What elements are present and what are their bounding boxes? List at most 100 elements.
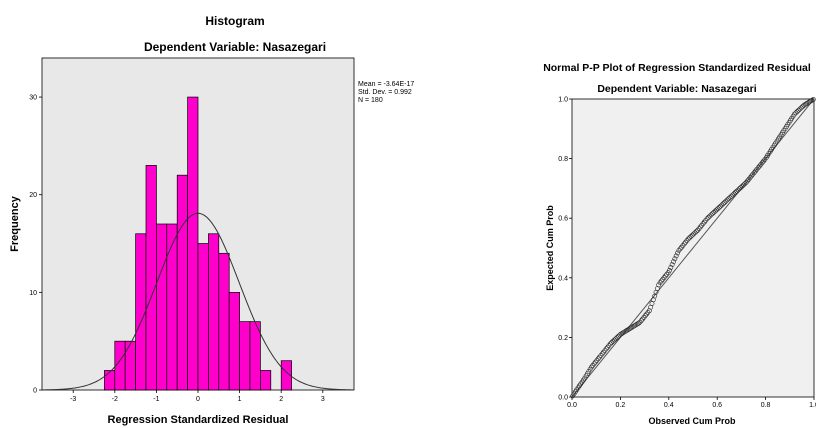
pp-point [599,351,605,357]
histogram-y-tick-label: 20 [29,192,37,199]
pp-point [754,166,760,172]
pp-point [601,349,606,355]
stats-mean: Mean = -3.64E-17 [358,81,414,88]
histogram-x-tick-label: 0 [196,396,200,403]
pp-point [593,359,598,365]
histogram-bar [124,340,136,391]
pp-point [695,227,701,233]
pp-point [747,175,753,181]
pp-point [589,364,594,370]
histogram-x-tick-label: -1 [153,396,159,403]
pp-point [594,358,600,363]
pp-point [757,163,762,169]
pp-point [700,221,706,227]
histogram-bar [218,252,230,391]
pp-point [796,107,801,113]
pp-point [711,209,717,215]
pp-point [611,337,617,343]
pp-point [632,323,637,329]
pp-point [664,271,670,277]
pp-point [804,101,810,106]
pp-point [742,181,748,187]
pp-point [629,324,635,330]
pp-point [761,158,766,164]
pp-point [620,330,625,336]
pp-point [609,340,615,345]
pp-point [628,325,633,331]
pp-point [642,313,648,319]
pp-point [759,160,765,166]
pp-point [638,318,644,324]
pp-point [730,192,736,198]
pp-point [699,222,705,228]
pp-point [637,319,643,325]
pp-x-tick-label: 0.0 [567,402,577,409]
pp-point [810,97,816,102]
pp-point [659,278,664,284]
pp-point [683,239,689,245]
pp-point [687,235,693,241]
pp-point [702,219,707,225]
stats-std-dev: Std. Dev. = 0.992 [358,89,412,96]
pp-point [636,320,641,326]
pp-point [749,173,754,179]
histogram-bar [280,360,292,391]
pp-y-tick-label: 0.2 [558,335,568,342]
pp-point [660,276,666,282]
pp-point [663,273,668,279]
pp-points [570,97,816,399]
histogram-y-tick-label: 0 [33,388,37,395]
histogram-bar [228,292,240,391]
pp-point [675,250,680,256]
pp-point [657,280,663,286]
pp-point [591,361,597,367]
pp-point [641,314,647,320]
pp-point [697,224,703,230]
histogram-bars [104,96,292,391]
histogram-x-axis-title: Regression Standardized Residual [108,414,289,426]
pp-y-tick-label: 1.0 [558,97,568,104]
pp-point [707,213,713,219]
pp-point [719,202,725,208]
histogram-x-tick-label: 1 [238,396,242,403]
histogram-bar [145,165,157,391]
pp-point [681,241,687,247]
pp-point [661,275,667,281]
pp-y-tick-label: 0.8 [558,156,568,163]
histogram-y-axis-title: Frequency [9,195,21,252]
pp-point [691,231,697,237]
pp-point [689,232,695,238]
pp-point [723,198,729,204]
stats-n: N = 180 [358,97,383,104]
pp-point [693,229,699,234]
pp-y-tick-label: 0.6 [558,216,568,223]
histogram-bar [104,370,116,391]
pp-x-tick-label: 0.4 [664,402,674,409]
pp-point [673,253,679,259]
pp-point [718,203,723,209]
histogram-bar [208,233,220,391]
pp-x-tick-label: 1.0 [809,402,816,409]
pp-point [680,243,686,248]
pp-point [720,201,726,207]
pp-x-tick-label: 0.2 [616,402,626,409]
pp-point [597,354,602,360]
pp-point [607,341,613,347]
pp-point [734,188,740,194]
pp-plot-subtitle: Dependent Variable: Nasazegari [597,83,756,95]
pp-point [684,238,690,243]
pp-ticks: 0.0 0.2 0.4 0.6 0.8 1.0 0.0 0.2 0.4 0.6 0.8 1.0 [558,97,816,410]
histogram-bar [239,321,251,391]
histogram-x-tick-label: -2 [112,396,118,403]
histogram-y-tick-label: 30 [29,95,37,102]
pp-point [704,216,710,222]
pp-point [738,185,744,190]
pp-point [618,331,624,337]
pp-point [722,200,727,205]
pp-point [727,195,733,200]
pp-point [630,324,636,329]
histogram-x-tick-label: -3 [70,396,76,403]
pp-point [676,248,682,253]
